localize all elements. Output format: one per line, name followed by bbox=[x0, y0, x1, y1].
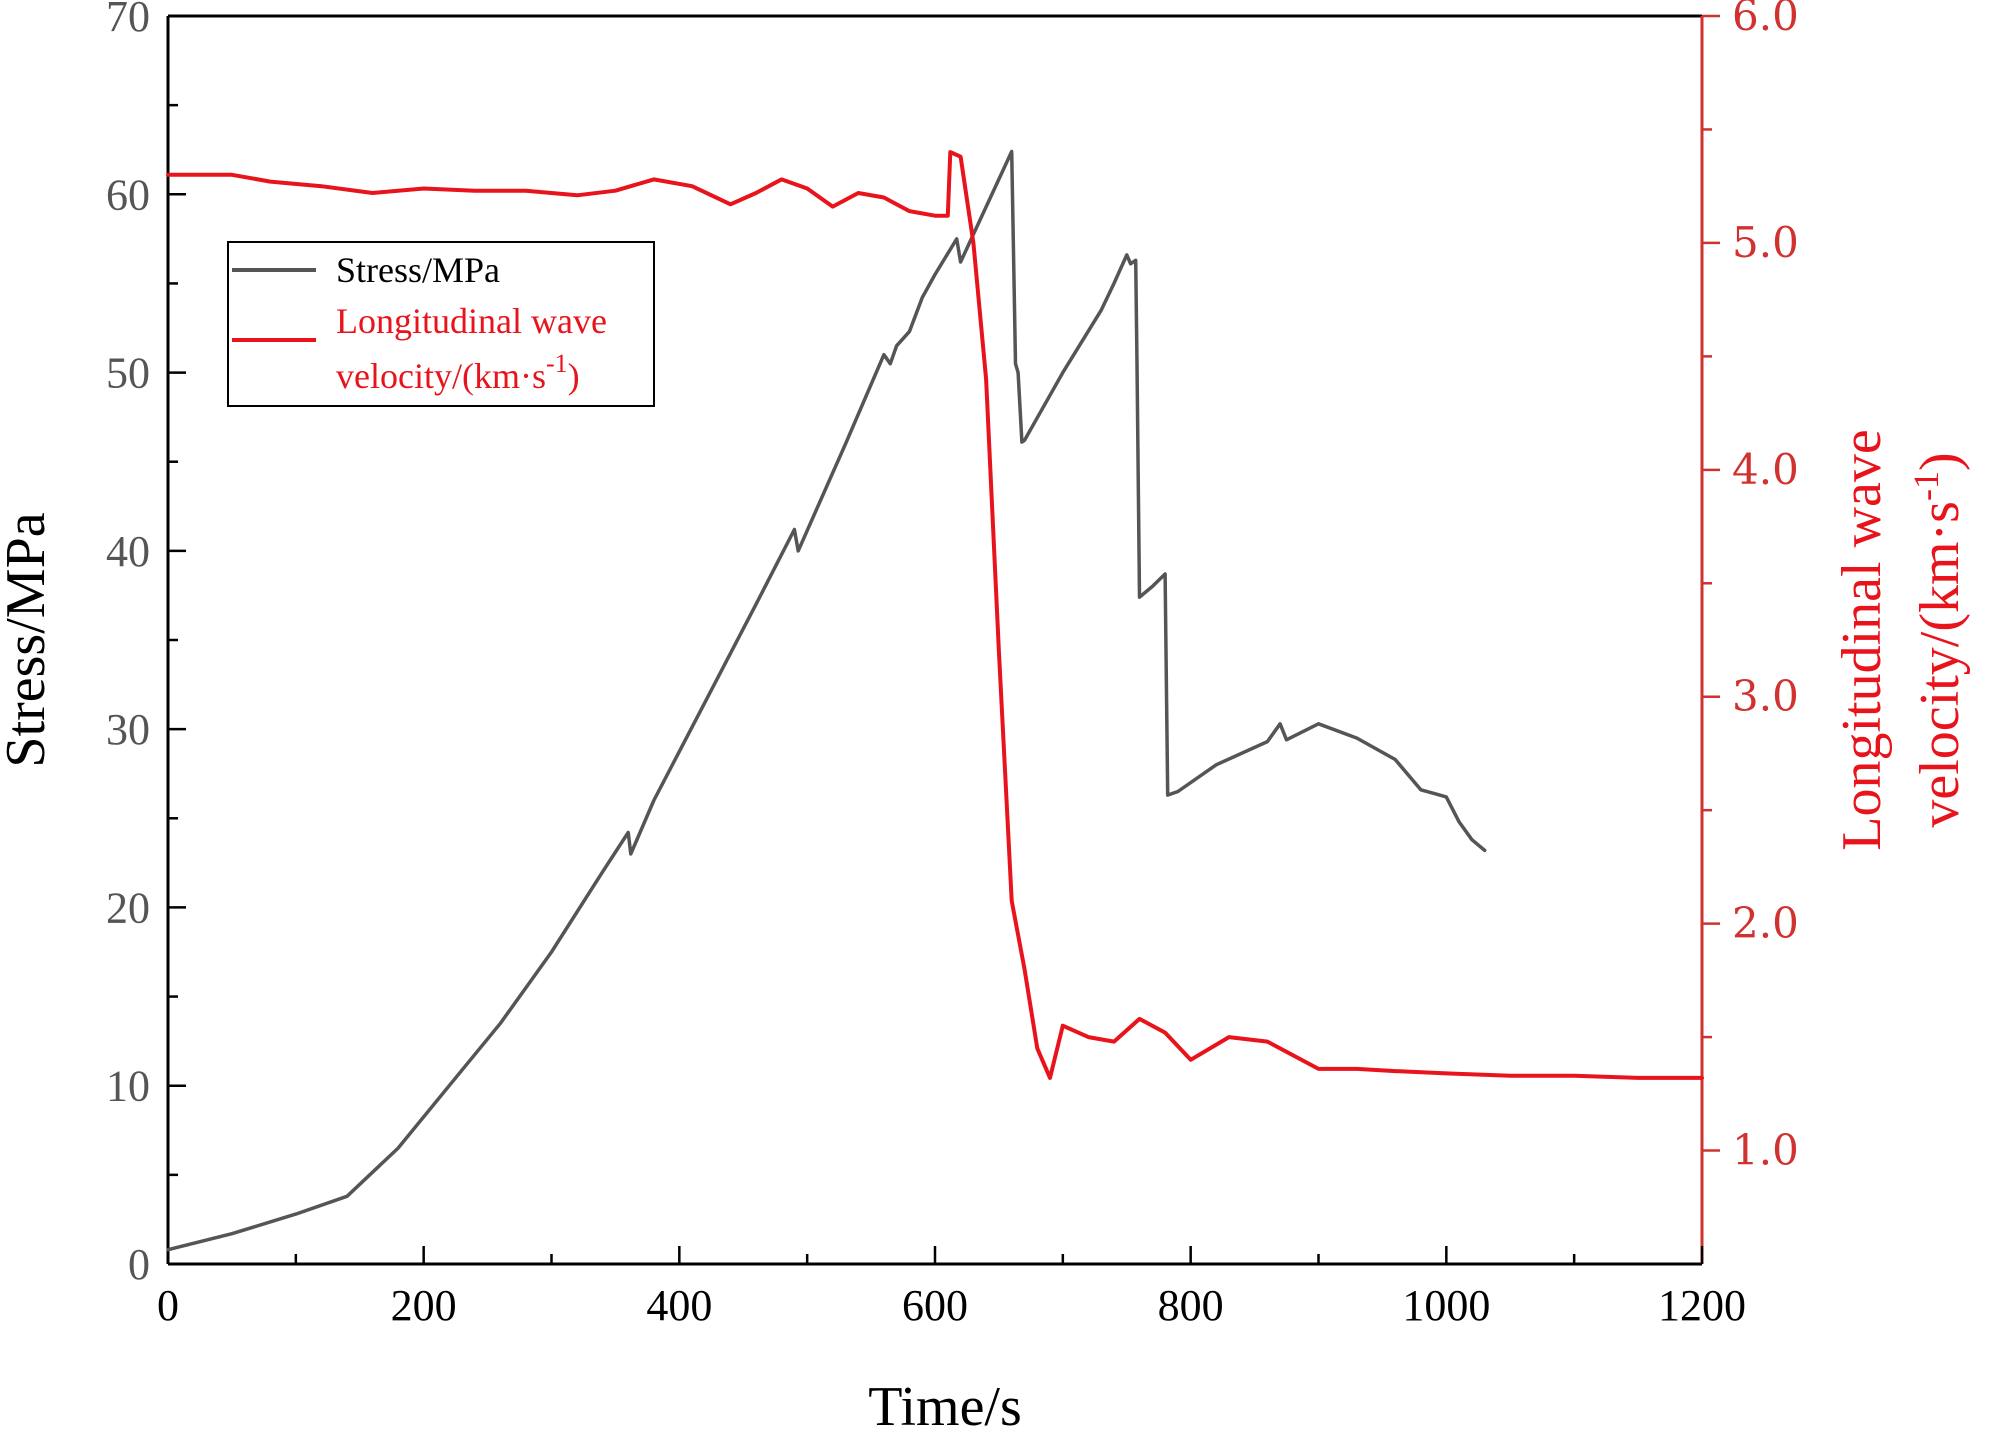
right-y-axis-title-line2: velocity/(km·s-1) bbox=[1906, 452, 1971, 827]
legend-velocity-label-close: ) bbox=[568, 356, 580, 396]
legend: Stress/MPa Longitudinal wave velocity/(k… bbox=[227, 241, 655, 407]
x-tick-label: 200 bbox=[391, 1281, 457, 1330]
ticks-layer: 0 200 400 600 800 1000 1200 0 10 20 30 40 50 60 70 1.0 2… bbox=[106, 0, 1799, 1330]
right-y-tick-label: 4.0 bbox=[1732, 445, 1799, 494]
left-y-tick-label: 0 bbox=[128, 1240, 150, 1289]
x-tick-label: 400 bbox=[646, 1281, 712, 1330]
velocity-series-line bbox=[166, 150, 1704, 1080]
x-tick-label: 1000 bbox=[1402, 1281, 1490, 1330]
left-y-tick-label: 20 bbox=[106, 883, 150, 932]
x-tick-label: 800 bbox=[1158, 1281, 1224, 1330]
right-y-tick-label: 3.0 bbox=[1732, 672, 1799, 721]
right-y-axis-title-line1: Longitudinal wave bbox=[1831, 429, 1893, 850]
left-y-tick-label: 30 bbox=[106, 705, 150, 754]
left-y-tick-label: 50 bbox=[106, 349, 150, 398]
x-axis-title: Time/s bbox=[868, 1376, 1022, 1429]
right-y-axis-title-sup: -1 bbox=[1906, 471, 1946, 501]
legend-velocity-label-line2: velocity/(km·s-1) bbox=[336, 349, 580, 396]
left-y-axis-title: Stress/MPa bbox=[0, 512, 57, 767]
right-y-tick-label: 6.0 bbox=[1732, 0, 1799, 40]
left-y-tick-label: 60 bbox=[106, 170, 150, 219]
legend-velocity-label-sup: -1 bbox=[546, 349, 568, 378]
legend-stress-label: Stress/MPa bbox=[336, 250, 500, 290]
x-tick-label: 0 bbox=[157, 1281, 179, 1330]
left-y-tick-label: 10 bbox=[106, 1062, 150, 1111]
legend-velocity-label-line1: Longitudinal wave bbox=[336, 301, 607, 341]
left-y-tick-label: 70 bbox=[106, 0, 150, 41]
left-y-tick-label: 40 bbox=[106, 527, 150, 576]
right-y-axis-title-main: velocity/(km·s bbox=[1909, 501, 1971, 828]
right-y-tick-label: 1.0 bbox=[1732, 1126, 1799, 1175]
x-tick-label: 1200 bbox=[1658, 1281, 1746, 1330]
right-y-tick-label: 2.0 bbox=[1732, 899, 1799, 948]
x-tick-label: 600 bbox=[902, 1281, 968, 1330]
right-y-axis-title-close: ) bbox=[1909, 452, 1971, 471]
series-layer bbox=[166, 149, 1704, 1252]
stress-series-line bbox=[166, 149, 1487, 1252]
legend-velocity-label-main: velocity/(km·s bbox=[336, 356, 546, 396]
right-y-tick-label: 5.0 bbox=[1732, 218, 1799, 267]
